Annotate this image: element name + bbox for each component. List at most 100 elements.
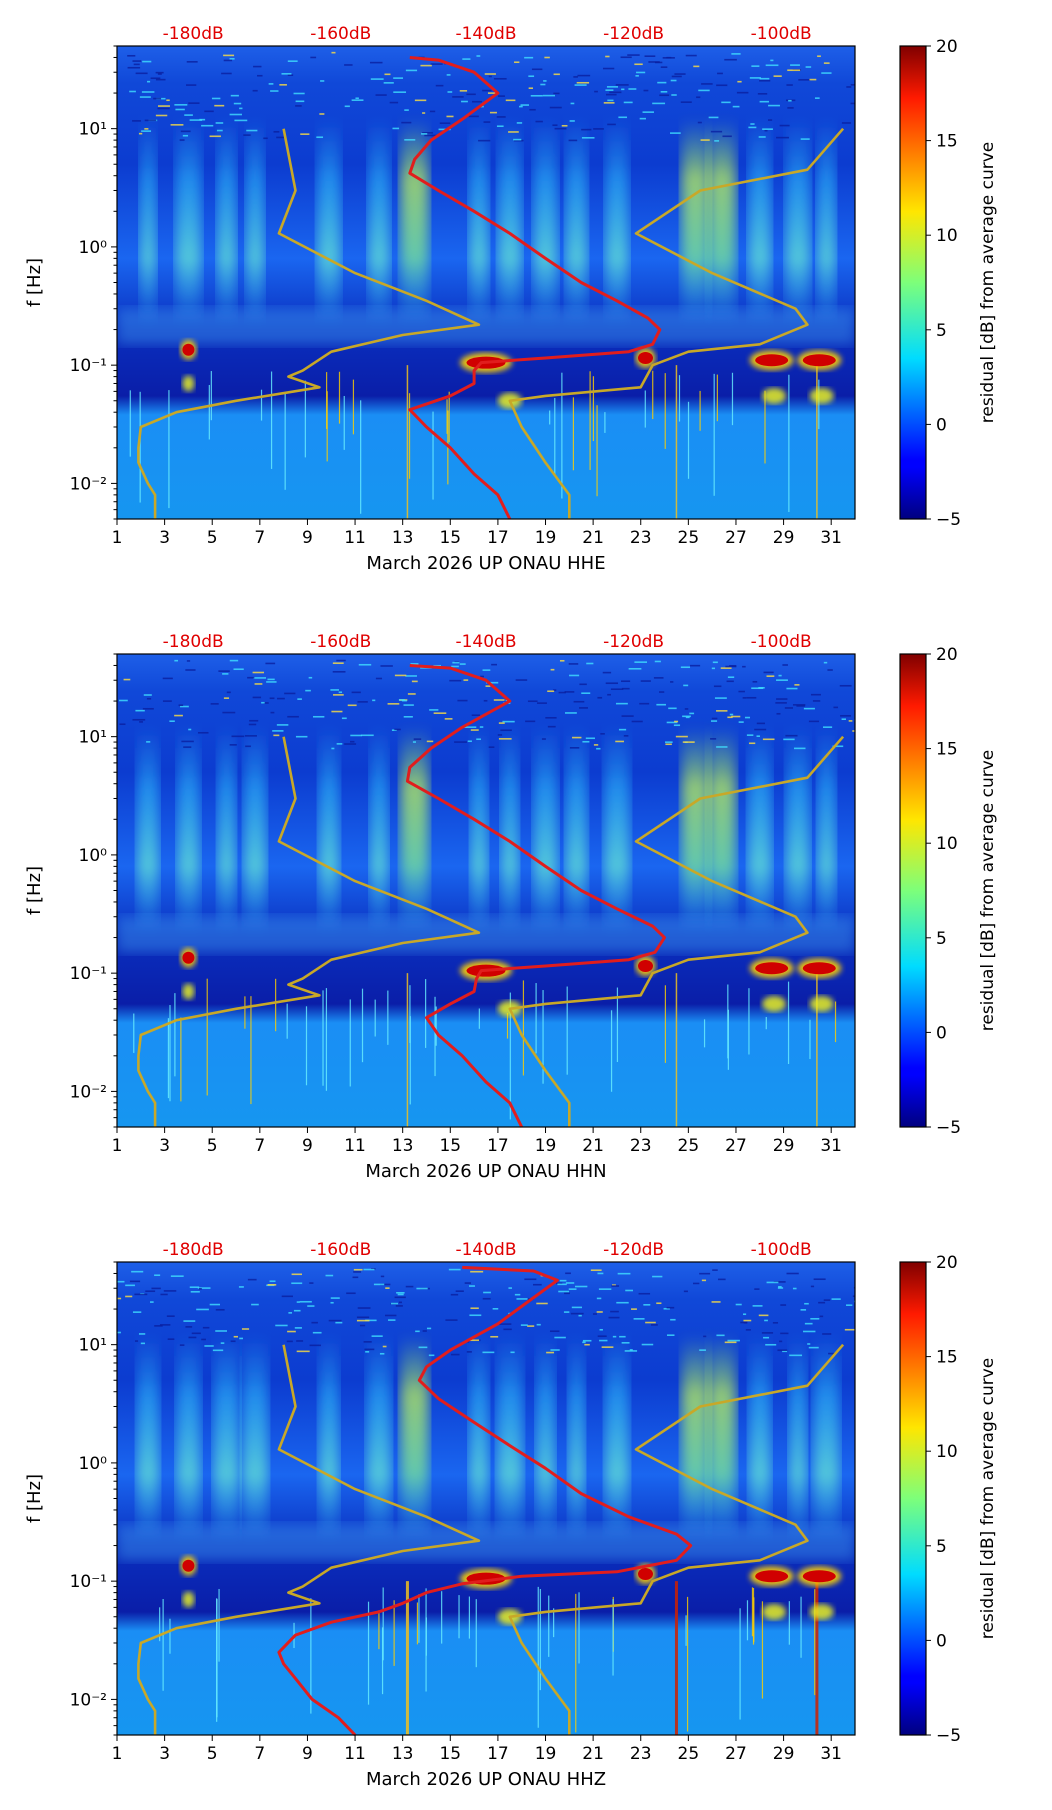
speckle — [469, 1314, 482, 1317]
speckle — [584, 1343, 590, 1346]
speckle — [581, 128, 592, 131]
x-tick-label: 9 — [302, 528, 313, 548]
speckle — [525, 720, 536, 723]
speckle — [412, 741, 417, 743]
speckle — [520, 104, 530, 106]
speckle — [565, 1282, 575, 1284]
speckle — [776, 712, 781, 715]
event-blob — [182, 951, 195, 964]
speckle — [810, 1317, 820, 1320]
speckle — [300, 133, 310, 135]
plume-band — [533, 119, 558, 319]
speckle — [788, 99, 792, 102]
speckle — [394, 728, 401, 731]
speckle — [487, 92, 497, 94]
speckle — [252, 671, 265, 674]
speckle — [471, 714, 481, 716]
speckle — [281, 1295, 293, 1298]
speckle — [132, 1311, 142, 1313]
speckle — [607, 693, 611, 696]
speckle — [516, 1298, 528, 1300]
speckle — [547, 690, 555, 693]
speckle — [653, 677, 664, 679]
speckle — [284, 692, 296, 695]
speckle — [582, 740, 590, 743]
speckle — [174, 714, 183, 717]
speckle — [758, 136, 766, 138]
speckle — [671, 75, 682, 78]
secondary-blob — [762, 387, 787, 404]
speckle — [807, 1343, 811, 1345]
speckle — [233, 1335, 239, 1338]
speckle — [738, 721, 744, 723]
speckle — [478, 139, 491, 142]
speckle — [188, 1336, 197, 1339]
colorbar-tick-label: 10 — [936, 834, 958, 854]
speckle — [325, 1274, 334, 1277]
speckle — [181, 740, 194, 743]
plume-band — [748, 1335, 771, 1535]
speckle — [174, 104, 188, 106]
speckle — [569, 747, 580, 749]
speckle — [265, 662, 276, 665]
speckle — [713, 685, 722, 688]
speckle — [673, 724, 681, 727]
speckle — [215, 1330, 227, 1332]
speckle — [252, 89, 258, 92]
y-tick-label: 10⁰ — [79, 846, 108, 866]
speckle — [467, 1339, 480, 1342]
speckle — [267, 678, 275, 681]
speckle — [226, 691, 231, 694]
microseism-band — [117, 916, 855, 953]
speckle — [182, 134, 189, 137]
speckle — [129, 90, 136, 93]
speckle — [773, 75, 782, 77]
plume-band — [217, 727, 236, 927]
speckle — [553, 73, 560, 76]
speckle — [493, 699, 505, 701]
x-tick-label: 9 — [302, 1744, 313, 1764]
speckle — [585, 737, 595, 740]
speckle — [782, 1350, 788, 1353]
speckle — [388, 1319, 396, 1321]
speckle — [476, 738, 481, 741]
speckle — [328, 1319, 342, 1322]
speckle — [648, 61, 660, 63]
speckle — [701, 1279, 707, 1282]
speckle — [529, 108, 536, 111]
speckle — [683, 684, 689, 687]
speckle — [737, 80, 742, 83]
speckle — [170, 1275, 184, 1277]
speckle — [139, 721, 143, 723]
speckle — [680, 666, 691, 669]
speckle — [716, 710, 728, 712]
colorbar — [899, 45, 927, 520]
speckle — [230, 1340, 236, 1343]
speckle — [553, 92, 560, 95]
speckle — [764, 129, 768, 132]
speckle — [295, 105, 302, 107]
speckle — [382, 1345, 387, 1348]
speckle — [670, 1318, 676, 1321]
plume-band — [817, 727, 836, 927]
top-db-label: -140dB — [455, 24, 516, 44]
speckle — [146, 697, 152, 700]
speckle — [823, 1299, 831, 1301]
speckle — [162, 700, 172, 702]
speckle — [766, 675, 775, 677]
speckle — [186, 660, 191, 662]
x-tick-label: 11 — [344, 1744, 366, 1764]
speckle — [609, 91, 622, 94]
speckle — [536, 1323, 541, 1326]
x-tick-label: 7 — [254, 1136, 265, 1156]
speckle — [383, 82, 394, 84]
speckle — [665, 741, 673, 743]
speckle — [223, 54, 235, 57]
spectrogram — [117, 46, 855, 519]
speckle — [356, 1319, 370, 1322]
speckle — [281, 73, 292, 75]
speckle — [670, 132, 681, 134]
speckle — [357, 701, 368, 703]
speckle — [398, 1301, 402, 1304]
speckle — [197, 1287, 211, 1289]
